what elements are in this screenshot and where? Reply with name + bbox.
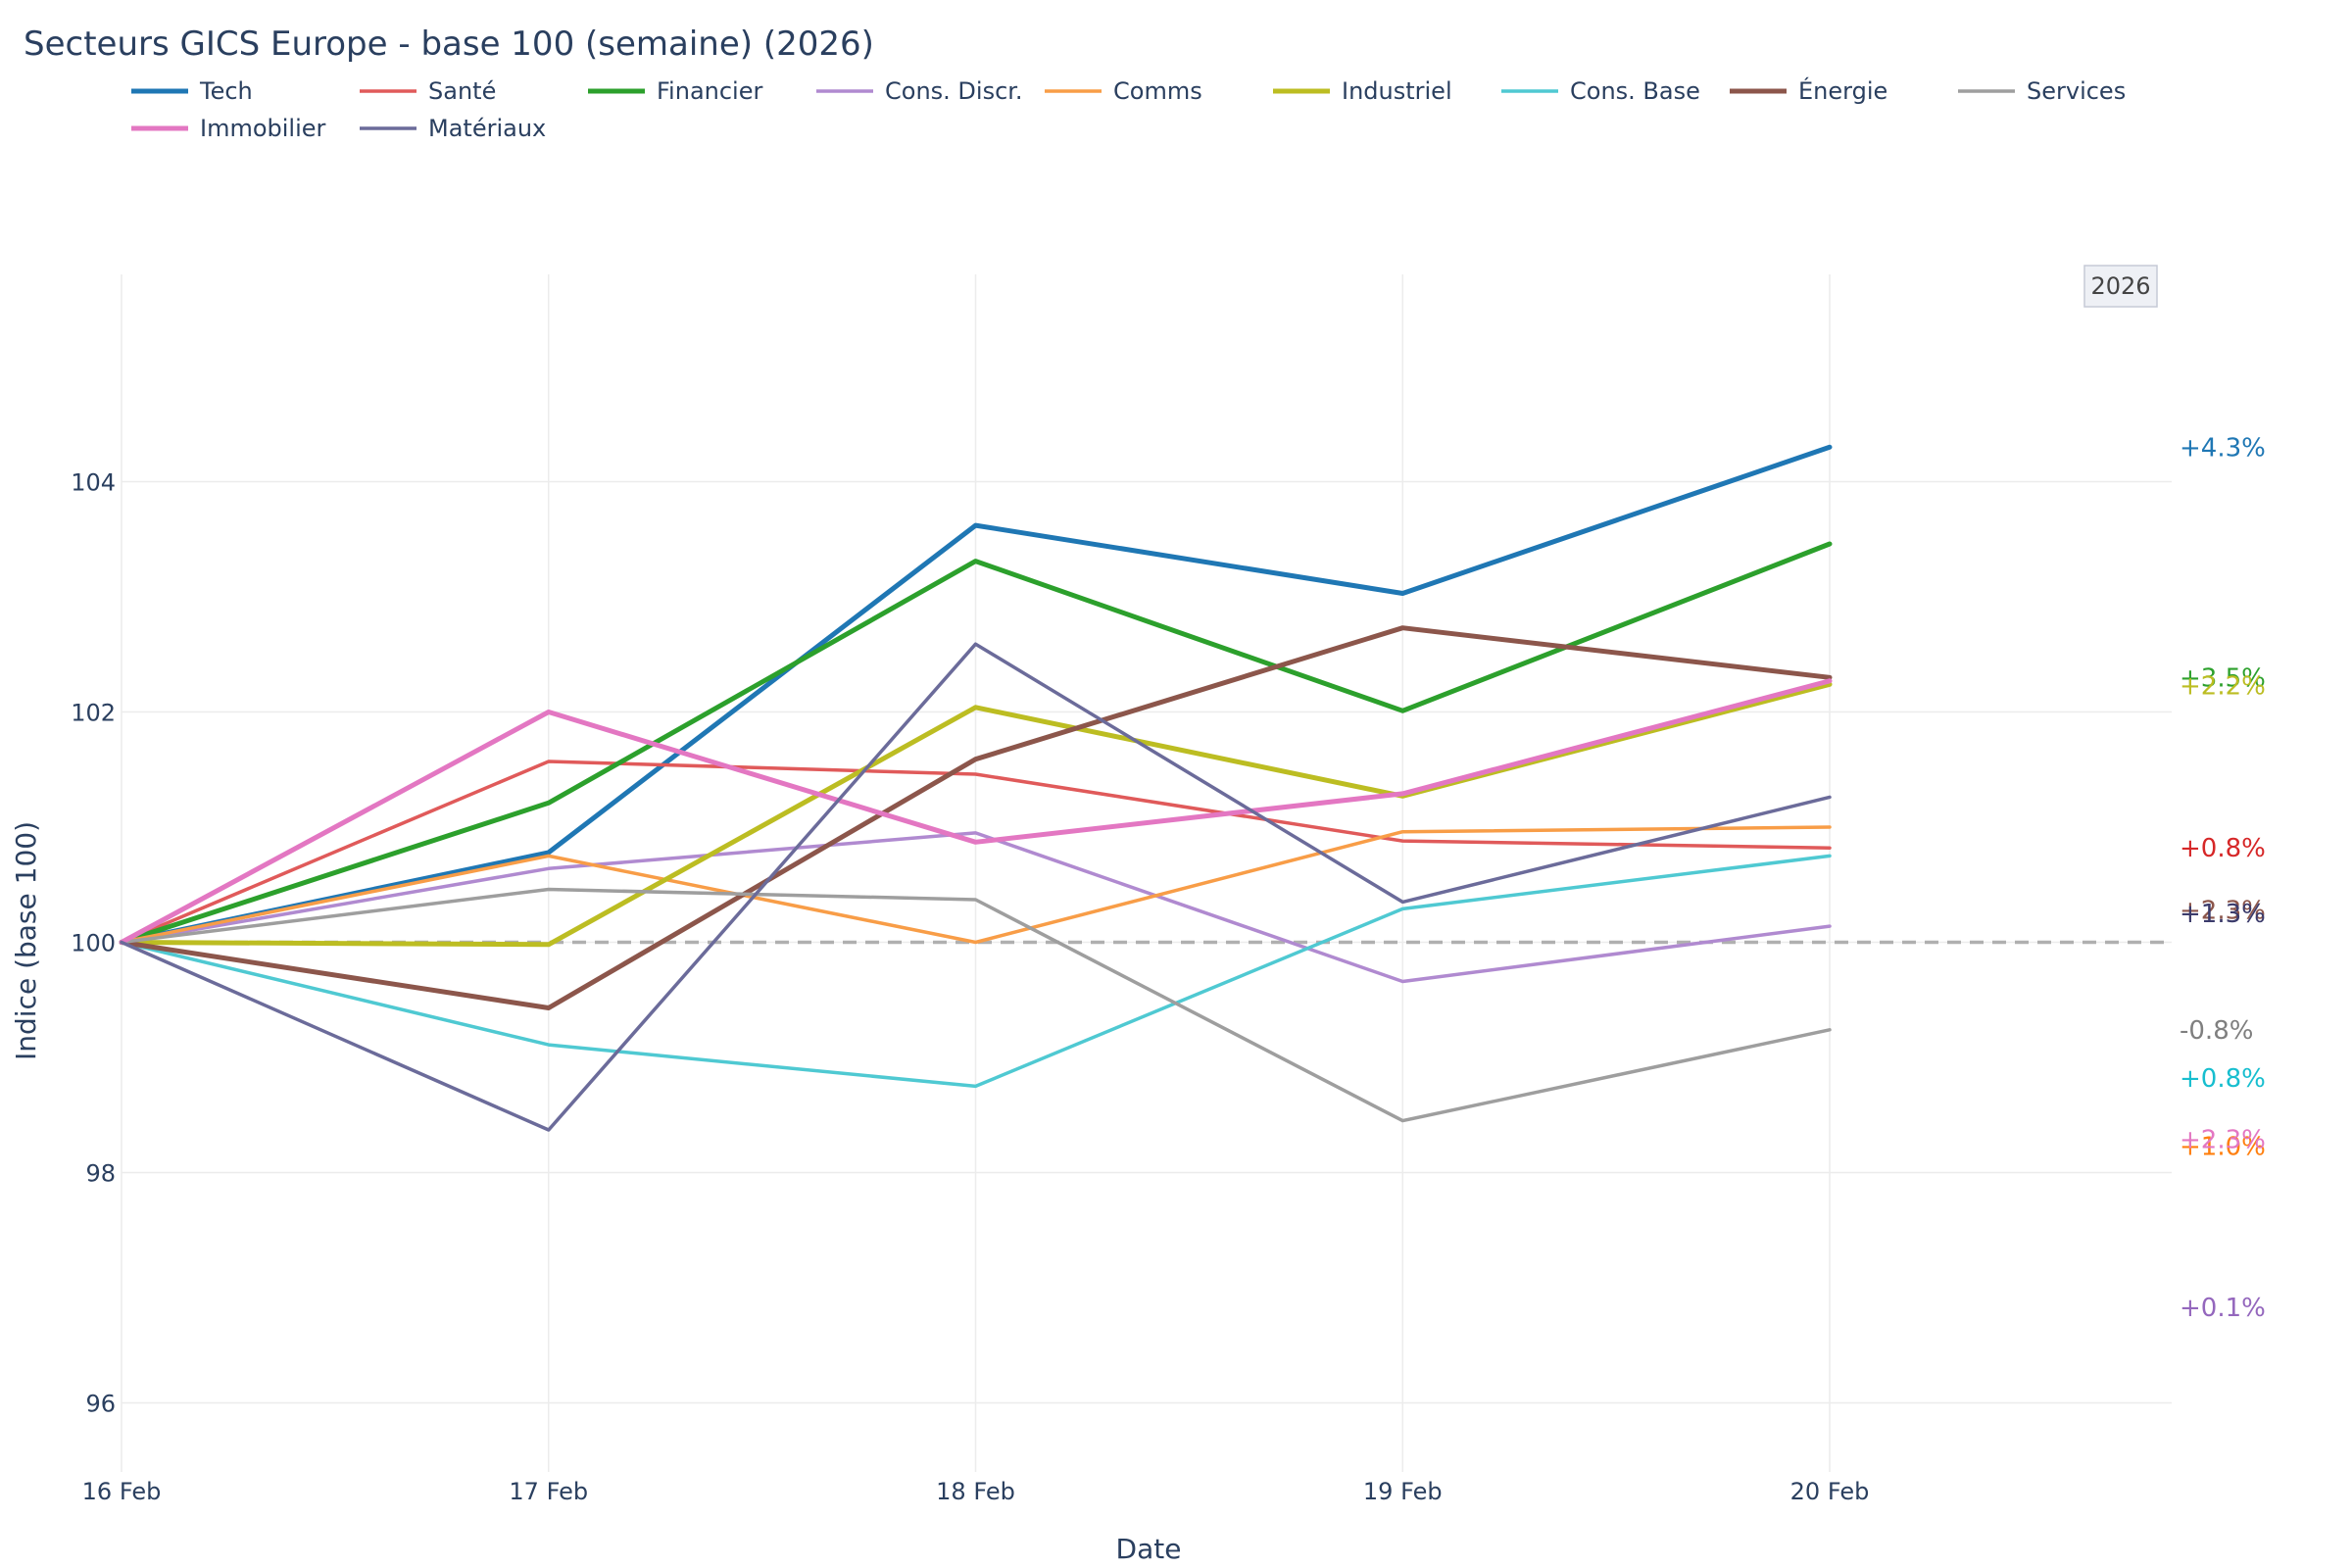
x-axis-ticks: 16 Feb 17 Feb 18 Feb 19 Feb 20 Feb	[82, 1478, 1870, 1505]
legend-label: Industriel	[1342, 77, 1452, 105]
legend-item-immobilier[interactable]: Immobilier	[131, 115, 326, 142]
series-line-immobilier	[119, 678, 1833, 945]
series-line-cons-discr	[120, 831, 1832, 984]
legend-item-comms[interactable]: Comms	[1045, 77, 1202, 105]
end-label-immobilier: +2.3%	[2180, 1125, 2266, 1154]
legend-label: Comms	[1113, 77, 1202, 105]
series-lines	[119, 444, 1833, 1132]
end-label-cons-discr: +0.1%	[2180, 1294, 2266, 1323]
series-line-tech	[119, 444, 1833, 945]
series-line-industriel	[119, 681, 1833, 948]
x-axis-title: Date	[1116, 1533, 1182, 1565]
y-tick-label: 104	[71, 469, 116, 497]
legend-item-cons-base[interactable]: Cons. Base	[1501, 77, 1700, 105]
year-badge-label: 2026	[2090, 272, 2150, 300]
legend-item-tech[interactable]: Tech	[131, 77, 253, 105]
series-line-energie	[119, 625, 1833, 1010]
end-label-materiaux: +1.3%	[2180, 900, 2266, 929]
series-line-materiaux	[120, 642, 1832, 1132]
end-label-energie: +2.3%	[2180, 897, 2266, 926]
x-tick-label: 20 Feb	[1790, 1478, 1870, 1505]
legend-item-sante[interactable]: Santé	[360, 77, 496, 105]
end-label-cons-base: +0.8%	[2180, 1064, 2266, 1094]
series-line-cons-base	[120, 854, 1832, 1089]
series-line-financier	[119, 541, 1833, 945]
legend-label: Tech	[199, 77, 253, 105]
legend: Tech Santé Financier Cons. Discr. Comms Indus…	[131, 76, 2126, 142]
y-tick-label: 102	[71, 700, 116, 727]
y-axis-title: Indice (base 100)	[10, 821, 42, 1060]
grid	[121, 274, 2172, 1472]
end-label-industriel: +2.2%	[2180, 671, 2266, 701]
legend-item-cons-discr[interactable]: Cons. Discr.	[816, 77, 1023, 105]
legend-item-services[interactable]: Services	[1958, 77, 2126, 105]
end-label-financier: +3.5%	[2180, 663, 2266, 693]
x-tick-label: 19 Feb	[1363, 1478, 1443, 1505]
legend-label: Cons. Base	[1570, 77, 1700, 105]
legend-label: Services	[2027, 77, 2126, 105]
y-tick-label: 100	[71, 930, 116, 957]
legend-label: Matériaux	[428, 115, 546, 142]
y-axis-ticks: 96 98 100 102 104	[71, 469, 116, 1418]
legend-item-financier[interactable]: Financier	[588, 77, 762, 105]
chart-title: Secteurs GICS Europe - base 100 (semaine…	[24, 24, 874, 64]
year-badge: 2026	[2083, 265, 2158, 308]
legend-label: Cons. Discr.	[885, 77, 1023, 105]
legend-label: Santé	[428, 77, 496, 105]
x-tick-label: 16 Feb	[82, 1478, 162, 1505]
legend-label: Immobilier	[200, 115, 326, 142]
x-tick-label: 18 Feb	[936, 1478, 1015, 1505]
legend-item-energie[interactable]: Énergie	[1730, 76, 1887, 105]
year-badge-box	[2083, 265, 2158, 308]
series-line-comms	[120, 825, 1832, 945]
y-tick-label: 98	[85, 1160, 116, 1188]
end-labels: +4.3% +0.8% +3.5% +0.1% +1.0% +2.2% +0.8% +2.3%…	[2180, 433, 2266, 1323]
end-label-tech: +4.3%	[2180, 433, 2266, 463]
x-tick-label: 17 Feb	[509, 1478, 588, 1505]
end-label-sante: +0.8%	[2180, 834, 2266, 863]
y-tick-label: 96	[85, 1391, 116, 1418]
legend-label: Énergie	[1798, 76, 1887, 105]
end-label-comms: +1.0%	[2180, 1132, 2266, 1161]
series-line-sante	[120, 760, 1832, 945]
legend-item-industriel[interactable]: Industriel	[1273, 77, 1452, 105]
legend-item-materiaux[interactable]: Matériaux	[360, 115, 546, 142]
legend-label: Financier	[657, 77, 762, 105]
series-line-services	[120, 887, 1832, 1123]
end-label-services: -0.8%	[2180, 1016, 2253, 1046]
